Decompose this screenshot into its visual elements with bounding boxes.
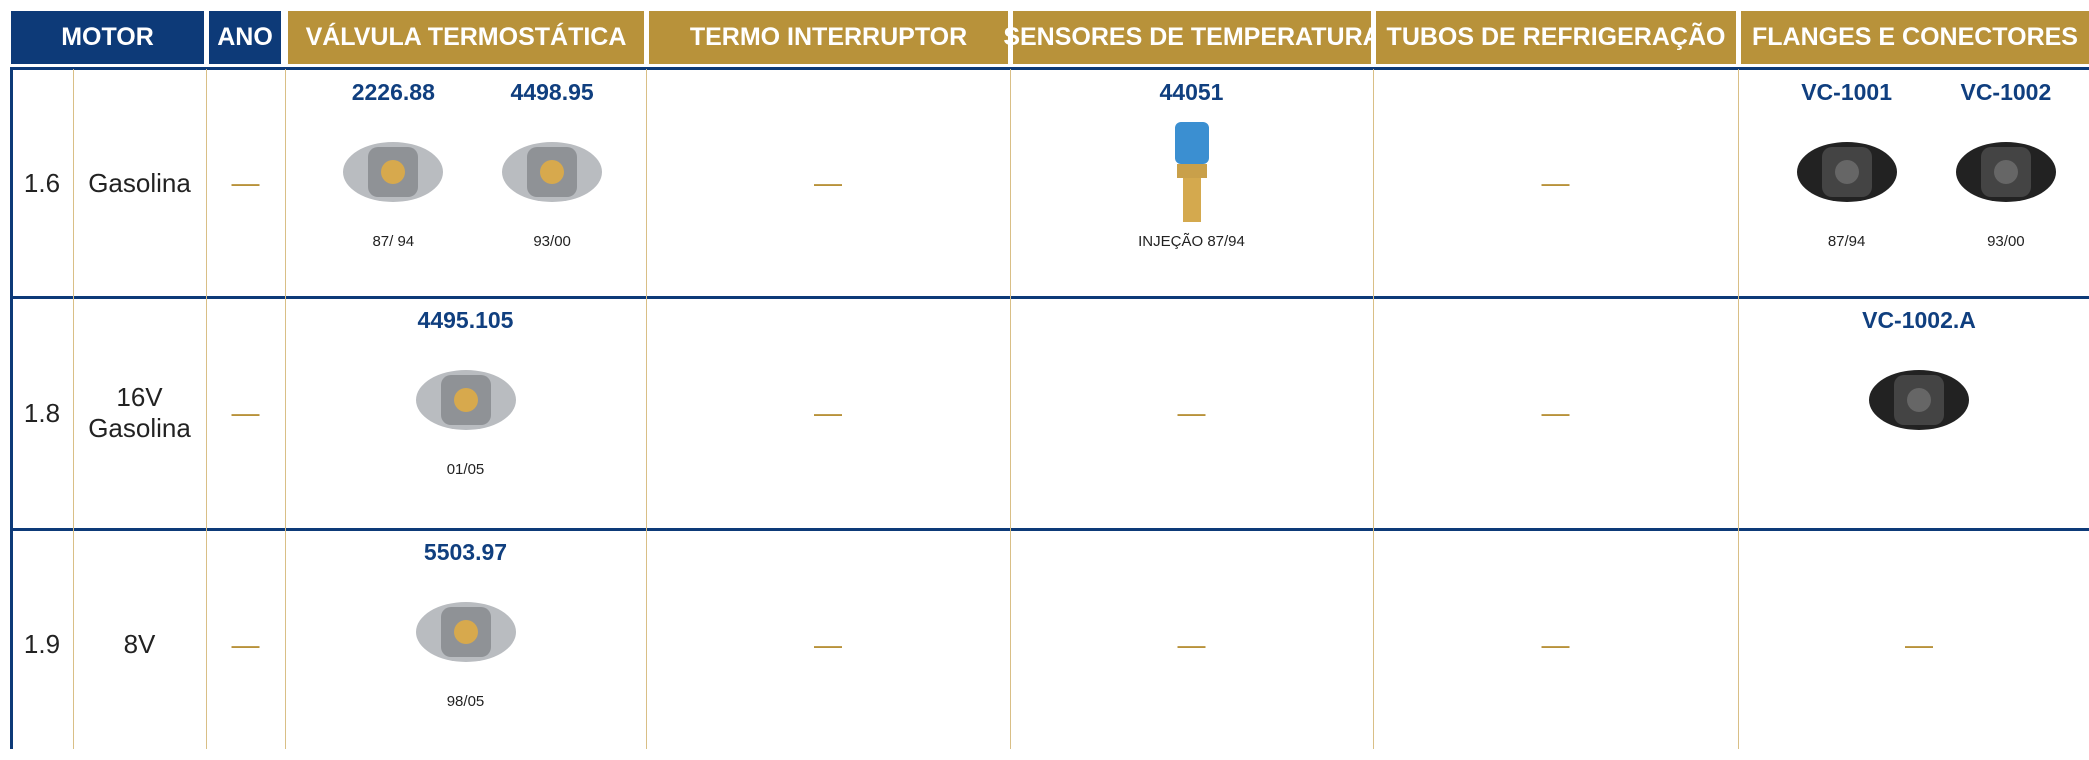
dash: —	[1541, 167, 1570, 198]
col-line	[1373, 69, 1374, 749]
product-note: 87/ 94	[372, 233, 415, 250]
product-image	[343, 142, 444, 202]
dash: —	[231, 167, 260, 198]
frame-left	[10, 67, 13, 749]
product-image	[502, 142, 603, 202]
dash: —	[814, 628, 842, 660]
product-image	[415, 602, 516, 662]
fuel-line: Gasolina	[88, 413, 191, 443]
motor: 1.8	[23, 397, 61, 428]
motor: 1.9	[23, 629, 61, 659]
product-note: 93/00	[533, 233, 571, 250]
product-code: VC-1001	[1801, 79, 1892, 105]
col-line	[73, 69, 74, 749]
row-line	[11, 296, 2089, 299]
product-code: VC-1002.A	[1862, 307, 1976, 333]
col-line	[1738, 69, 1739, 749]
product-code: 44051	[1159, 79, 1224, 105]
col-line	[646, 69, 647, 749]
fuel-line: 16V	[116, 382, 163, 412]
col-line	[206, 69, 207, 749]
product-image	[415, 370, 516, 430]
product-image	[1174, 122, 1209, 222]
dash: —	[231, 397, 260, 428]
product-code: VC-1002	[1960, 79, 2052, 105]
product-image	[1955, 142, 2056, 202]
fuel-line: Gasolina	[88, 167, 191, 198]
header-cell: VÁLVULA TERMOSTÁTICA	[288, 11, 644, 64]
dash: —	[1177, 397, 1206, 428]
fuel: Gasolina	[73, 69, 206, 297]
header-cell: MOTOR	[11, 11, 204, 64]
product-code: 4495.105	[417, 307, 514, 333]
dash: —	[1905, 628, 1933, 660]
dash: —	[1177, 628, 1206, 660]
product-note: INJEÇÃO 87/94	[1138, 233, 1245, 250]
product-image	[1796, 142, 1897, 202]
header-cell: SENSORES DE TEMPERATURA	[1003, 11, 1381, 64]
product-note: 01/05	[446, 461, 485, 478]
dash: —	[1541, 628, 1570, 660]
product-code: 5503.97	[423, 539, 508, 565]
product-note: 87/94	[1827, 233, 1866, 250]
row-line	[11, 528, 2089, 531]
header-cell: TUBOS DE REFRIGERAÇÃO	[1376, 11, 1736, 64]
product-note: 93/00	[1987, 233, 2025, 250]
product-code: 2226.88	[351, 79, 435, 105]
dash: —	[1541, 397, 1570, 428]
fuel-line: 8V	[123, 629, 156, 659]
motor: 1.6	[23, 167, 61, 198]
fuel: 16V Gasolina	[73, 297, 206, 529]
header-cell: ANO	[209, 11, 281, 64]
product-code: 4498.95	[510, 79, 594, 105]
frame-top	[11, 67, 2089, 70]
dash: —	[814, 167, 842, 198]
header-cell: TERMO INTERRUPTOR	[649, 11, 1008, 64]
col-line	[285, 69, 286, 749]
dash: —	[231, 628, 260, 660]
fuel: 8V	[73, 529, 206, 760]
product-note: 98/05	[446, 693, 485, 710]
col-line	[1010, 69, 1011, 749]
product-image	[1869, 370, 1969, 430]
header-cell: FLANGES E CONECTORES	[1741, 11, 2089, 64]
dash: —	[814, 397, 842, 428]
